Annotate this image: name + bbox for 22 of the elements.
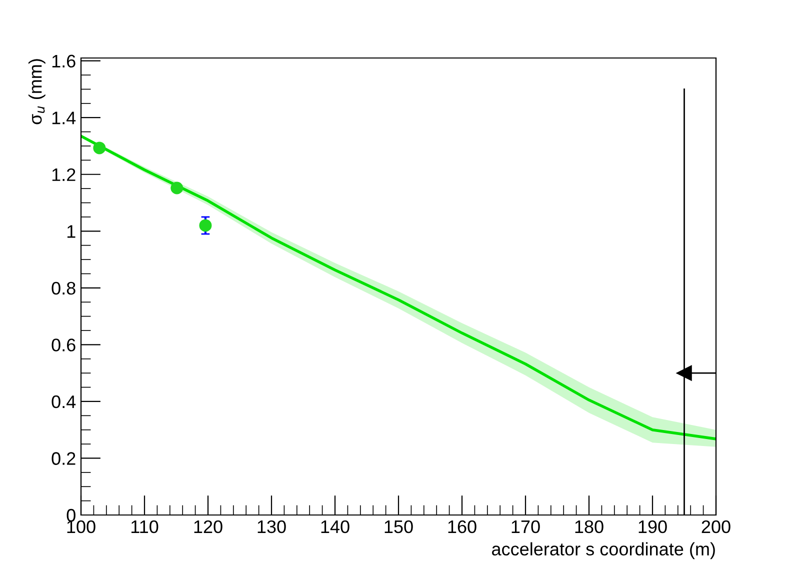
y-axis-title: σ$_{u}$ (mm)	[28, 59, 46, 124]
x-tick-label: 110	[131, 520, 158, 534]
x-tick-label: 160	[448, 520, 476, 534]
y-tick-label: 1.4	[52, 112, 76, 124]
x-axis-title: accelerator s coordinate (m)	[492, 542, 715, 560]
y-tick-label: 0.4	[52, 395, 76, 408]
x-tick-label: 190	[638, 520, 667, 534]
x-tick-label: 100	[67, 520, 96, 534]
y-tick-label: 1.2	[52, 168, 76, 181]
x-tick-label: 180	[575, 520, 604, 534]
y-tick-label: 0.6	[52, 338, 76, 352]
y-tick-label: 0.2	[52, 452, 76, 465]
x-tick-label: 170	[512, 520, 540, 534]
y-tick-label: 0	[66, 508, 76, 522]
x-tick-label: 200	[702, 520, 730, 534]
y-tick-label: 1	[67, 225, 76, 238]
y-tick-label: 0.8	[52, 282, 76, 295]
x-tick-label: 120	[194, 520, 222, 534]
x-tick-label: 150	[384, 520, 413, 534]
x-tick-label: 140	[321, 520, 350, 534]
y-tick-label: 1.6	[52, 54, 76, 68]
x-tick-label: 130	[258, 520, 286, 534]
